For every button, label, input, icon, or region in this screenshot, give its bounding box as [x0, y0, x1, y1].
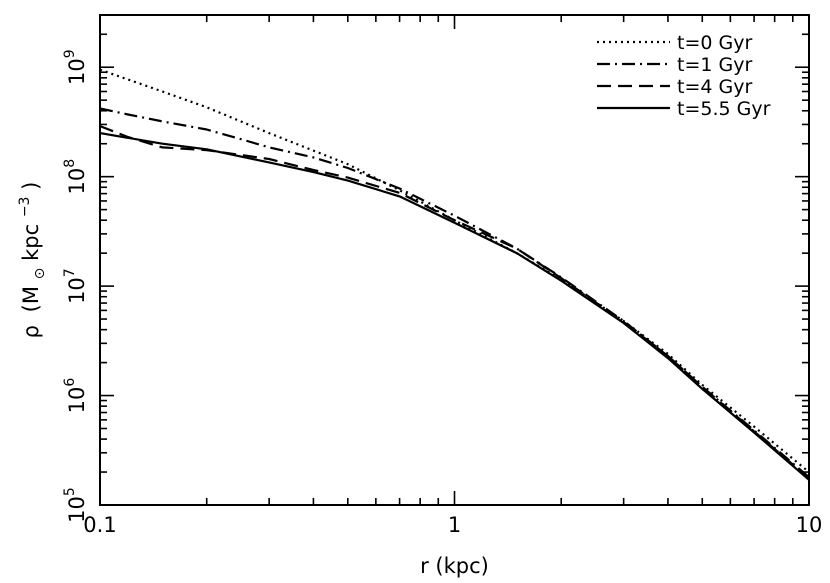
svg-text:106: 106 [62, 378, 89, 414]
legend-label: t=1 Gyr [677, 54, 752, 76]
series-line-2 [99, 107, 810, 478]
y-tick-base: 10 [65, 58, 89, 85]
series-lines [99, 68, 810, 481]
y-tick-label: 108 [62, 159, 89, 195]
y-tick-label: 105 [62, 487, 89, 523]
y-axis-label-close: ) [19, 182, 43, 190]
y-tick-exponent: 6 [62, 378, 78, 387]
y-tick-label: 106 [62, 378, 89, 414]
y-tick-base: 10 [65, 277, 89, 304]
legend-label: t=4 Gyr [677, 76, 752, 98]
series-line-4 [99, 132, 810, 481]
y-axis-label-open: (M [19, 286, 43, 312]
x-tick-label: 1 [448, 513, 461, 537]
series-line-3 [99, 125, 810, 480]
svg-text:105: 105 [62, 487, 89, 523]
svg-text:109: 109 [62, 49, 89, 85]
y-tick-exponent: 8 [62, 159, 78, 168]
y-tick-exponent: 7 [62, 268, 78, 277]
plot-frame [99, 14, 810, 506]
series-line-1 [99, 68, 810, 473]
y-tick-base: 10 [65, 387, 89, 414]
y-axis-label: ρ (M ⊙ kpc −3 ) [10, 182, 49, 339]
svg-text:107: 107 [62, 268, 89, 304]
y-tick-label: 109 [62, 49, 89, 85]
y-tick-exponent: 9 [62, 49, 78, 58]
y-tick-base: 10 [65, 496, 89, 523]
y-tick-label: 107 [62, 268, 89, 304]
y-axis-label-sup: −3 [17, 197, 33, 218]
y-tick-base: 10 [65, 168, 89, 195]
y-axis-label-sub: ⊙ [32, 268, 48, 280]
legend-label: t=5.5 Gyr [677, 98, 771, 120]
x-tick-label: 10 [796, 513, 823, 537]
x-axis-label: r (kpc) [420, 554, 489, 578]
y-axis-label-symbol: ρ [19, 325, 43, 338]
x-tick-label: 0.1 [83, 513, 116, 537]
y-tick-exponent: 5 [62, 487, 78, 496]
svg-text:108: 108 [62, 159, 89, 195]
legend-label: t=0 Gyr [677, 32, 752, 54]
x-tick-labels: 0.1 1 10 [83, 513, 822, 537]
y-axis-label-mid: kpc [19, 224, 43, 261]
